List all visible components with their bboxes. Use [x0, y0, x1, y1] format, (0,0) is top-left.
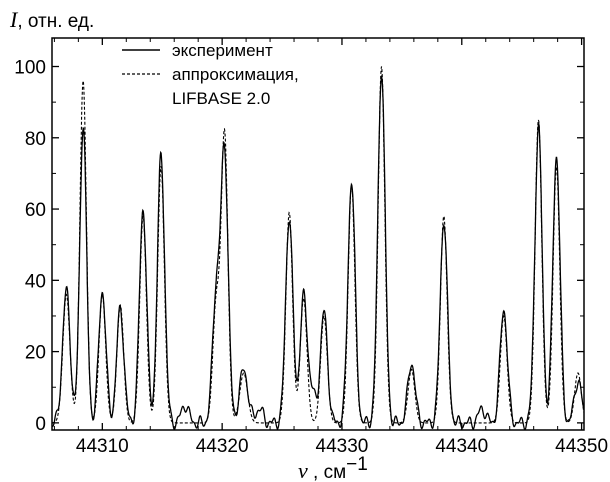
y-axis-title: I, отн. ед. — [9, 7, 94, 32]
legend-label-experiment: эксперимент — [172, 41, 273, 60]
series-line-experiment — [51, 74, 585, 431]
legend: эксперимент аппроксимация, LIFBASE 2.0 — [122, 41, 299, 108]
series-line-approximation — [52, 66, 585, 424]
series-layer — [51, 66, 585, 431]
x-axis-title: ν , см−1 — [298, 454, 368, 482]
legend-label-lifbase: LIFBASE 2.0 — [172, 89, 270, 108]
y-tick-label: 20 — [25, 343, 46, 364]
legend-label-approximation: аппроксимация, — [172, 65, 299, 84]
x-axis-symbol: ν — [298, 458, 308, 482]
x-axis-ticks: 44310 44320 44330 44340 44350 — [53, 38, 608, 457]
x-tick-label: 44310 — [76, 436, 129, 457]
y-axis-label: , отн. ед. — [17, 11, 94, 32]
y-tick-label: 40 — [25, 271, 46, 292]
x-axis-unit-exponent: −1 — [346, 454, 368, 475]
y-tick-label: 80 — [25, 129, 46, 150]
x-tick-label: 44320 — [196, 436, 249, 457]
x-tick-label: 44340 — [435, 436, 488, 457]
y-tick-label: 0 — [35, 414, 46, 435]
x-tick-label: 44330 — [316, 436, 369, 457]
y-tick-label: 100 — [14, 58, 46, 79]
x-tick-label: 44350 — [555, 436, 608, 457]
y-tick-label: 60 — [25, 200, 46, 221]
y-axis-symbol: I — [9, 7, 19, 32]
plot-frame — [51, 37, 585, 431]
x-axis-label: , см — [308, 462, 346, 482]
